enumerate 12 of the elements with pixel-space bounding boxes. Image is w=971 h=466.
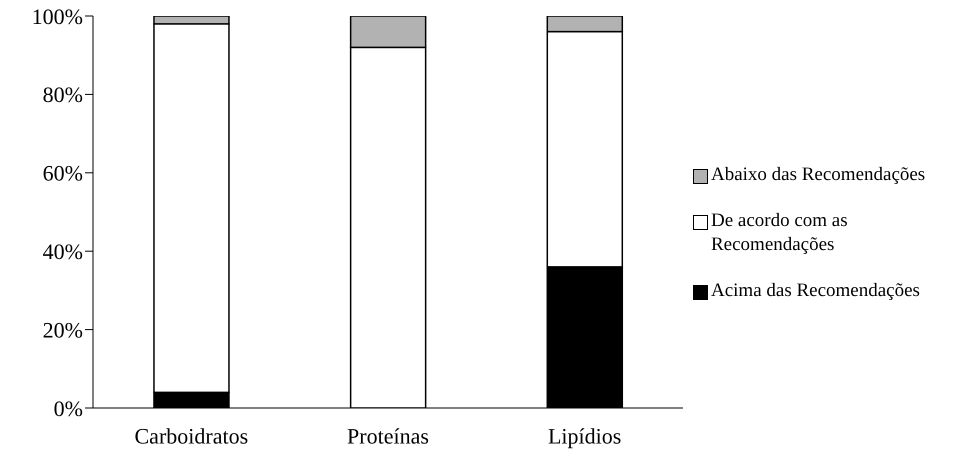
y-tick-label: 80% xyxy=(42,82,83,108)
y-tick-label: 0% xyxy=(54,396,83,421)
x-tick-label: Carboidratos xyxy=(134,424,248,449)
y-tick-label: 20% xyxy=(42,317,83,342)
legend-label: Acima das Recomendações xyxy=(711,279,920,303)
legend-label: Abaixo das Recomendações xyxy=(711,163,926,187)
y-tick-label: 60% xyxy=(42,160,83,186)
x-tick-label: Proteínas xyxy=(347,424,429,449)
legend-label: De acordo com as Recomendações xyxy=(711,209,849,257)
y-tick-label: 40% xyxy=(42,239,83,264)
y-tick-label: 100% xyxy=(32,4,83,29)
x-tick-label: Lipídios xyxy=(548,424,622,449)
